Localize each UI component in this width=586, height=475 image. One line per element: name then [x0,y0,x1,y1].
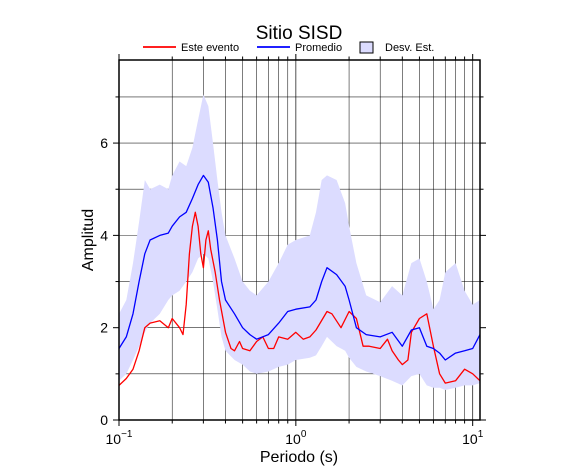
x-tick-label: 100 [285,429,307,447]
legend-label: Este evento [181,42,239,54]
legend-label: Desv. Est. [385,42,434,54]
x-tick-label-base: 10 [462,431,478,447]
x-tick-label: 10−1 [106,429,133,447]
series-layer [119,174,480,386]
series-line-promedio [119,174,480,361]
x-tick-label: 101 [462,429,484,447]
std-band-layer [119,94,480,390]
chart-title: Sitio SISD [256,23,343,44]
y-tick-label: 6 [100,135,108,151]
plot-frame [118,59,481,421]
x-tick-label-base: 10 [106,431,122,447]
legend-swatch-desv-est [359,41,374,54]
x-tick-label-exponent: −1 [121,429,133,440]
legend: Este evento Promedio Desv. Est. [143,41,434,54]
x-tick-label-exponent: 1 [478,429,484,440]
x-axis-label: Periodo (s) [260,449,338,466]
x-tick-label-exponent: 0 [301,429,307,440]
x-tick-label-base: 10 [285,431,301,447]
y-tick-label: 4 [100,227,108,243]
y-axis-label: Amplitud [80,209,97,271]
legend-label: Promedio [295,42,342,54]
y-tick-label: 0 [100,412,108,428]
std-band [119,94,480,390]
y-tick-label: 2 [100,320,108,336]
series-line-este-evento [119,211,480,386]
